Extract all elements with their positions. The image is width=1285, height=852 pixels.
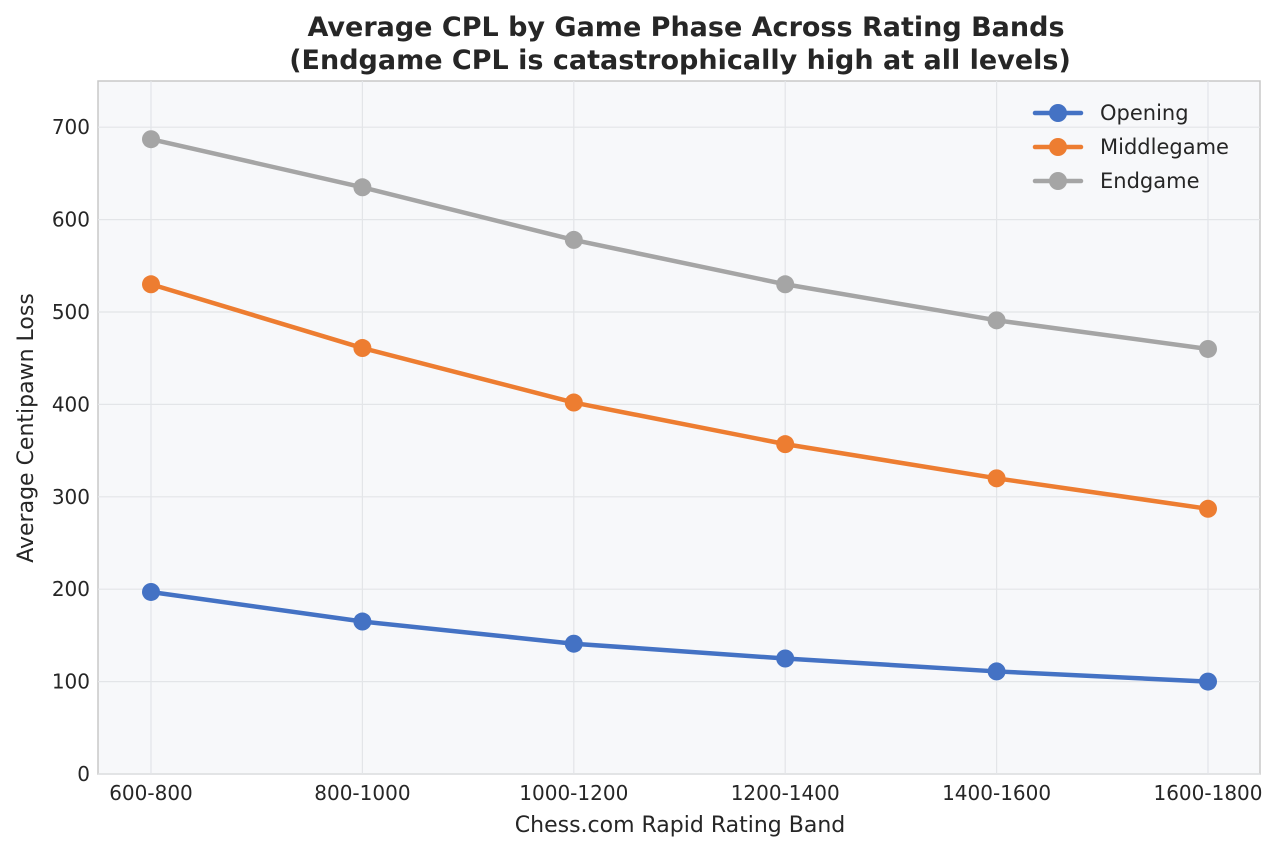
series-middlegame	[142, 275, 1217, 518]
chart-subtitle: (Endgame CPL is catastrophically high at…	[289, 45, 1071, 76]
data-point-endgame	[353, 178, 372, 197]
gridlines	[98, 81, 1260, 775]
y-axis-label: Average Centipawn Loss	[14, 293, 39, 563]
data-point-endgame	[776, 275, 795, 294]
data-point-endgame	[1199, 339, 1217, 358]
legend-dot-marker	[1049, 138, 1067, 156]
legend: Opening Middlegame Endgame	[1032, 101, 1229, 193]
series-line-opening	[148, 589, 1211, 684]
data-point-middlegame	[776, 435, 795, 454]
data-point-opening	[564, 634, 583, 653]
y-tick-label: 0	[77, 762, 90, 786]
x-axis-ticks: 600-800 800-1000 1000-1200 1200-1400 1400-16…	[109, 781, 1262, 805]
data-point-endgame	[142, 130, 160, 149]
legend-item-middlegame: Middlegame	[1032, 135, 1229, 159]
legend-label: Opening	[1100, 101, 1189, 125]
data-point-opening	[987, 662, 1006, 681]
x-tick-label: 1000-1200	[519, 781, 628, 805]
data-point-middlegame	[142, 275, 160, 294]
plot-area	[97, 80, 1261, 775]
x-tick-label: 800-1000	[314, 781, 410, 805]
data-point-opening	[142, 582, 160, 601]
series-endgame	[142, 130, 1217, 358]
y-tick-label: 200	[52, 577, 90, 601]
y-tick-label: 700	[52, 115, 90, 139]
series-opening	[142, 582, 1217, 691]
legend-label: Middlegame	[1100, 135, 1229, 159]
y-tick-label: 400	[52, 392, 90, 416]
legend-item-endgame: Endgame	[1032, 169, 1199, 193]
y-tick-label: 500	[52, 300, 90, 324]
chart-title: Average CPL by Game Phase Across Rating …	[307, 12, 1064, 43]
data-point-opening	[1199, 672, 1217, 691]
legend-label: Endgame	[1100, 169, 1199, 193]
series-line-endgame	[148, 136, 1211, 352]
data-point-middlegame	[564, 393, 583, 412]
data-point-middlegame	[353, 339, 372, 358]
data-point-middlegame	[987, 469, 1006, 488]
data-point-middlegame	[1199, 499, 1217, 518]
y-tick-label: 300	[52, 485, 90, 509]
legend-dot-marker	[1049, 172, 1067, 190]
x-axis-label: Chess.com Rapid Rating Band	[515, 813, 845, 838]
data-point-endgame	[564, 230, 583, 249]
data-point-opening	[776, 649, 795, 668]
data-point-opening	[353, 612, 372, 631]
series-line-middlegame	[148, 282, 1211, 512]
y-axis-ticks: 0 100 200 300 400 500 600 700	[52, 115, 90, 786]
x-tick-label: 1200-1400	[731, 781, 840, 805]
x-tick-label: 600-800	[109, 781, 193, 805]
legend-item-opening: Opening	[1032, 101, 1189, 125]
y-tick-label: 600	[52, 208, 90, 232]
legend-dot-marker	[1049, 104, 1067, 122]
x-tick-label: 1400-1600	[942, 781, 1051, 805]
x-tick-label: 1600-1800	[1153, 781, 1262, 805]
data-point-endgame	[987, 311, 1006, 330]
series-group	[142, 130, 1217, 691]
y-tick-label: 100	[52, 670, 90, 694]
